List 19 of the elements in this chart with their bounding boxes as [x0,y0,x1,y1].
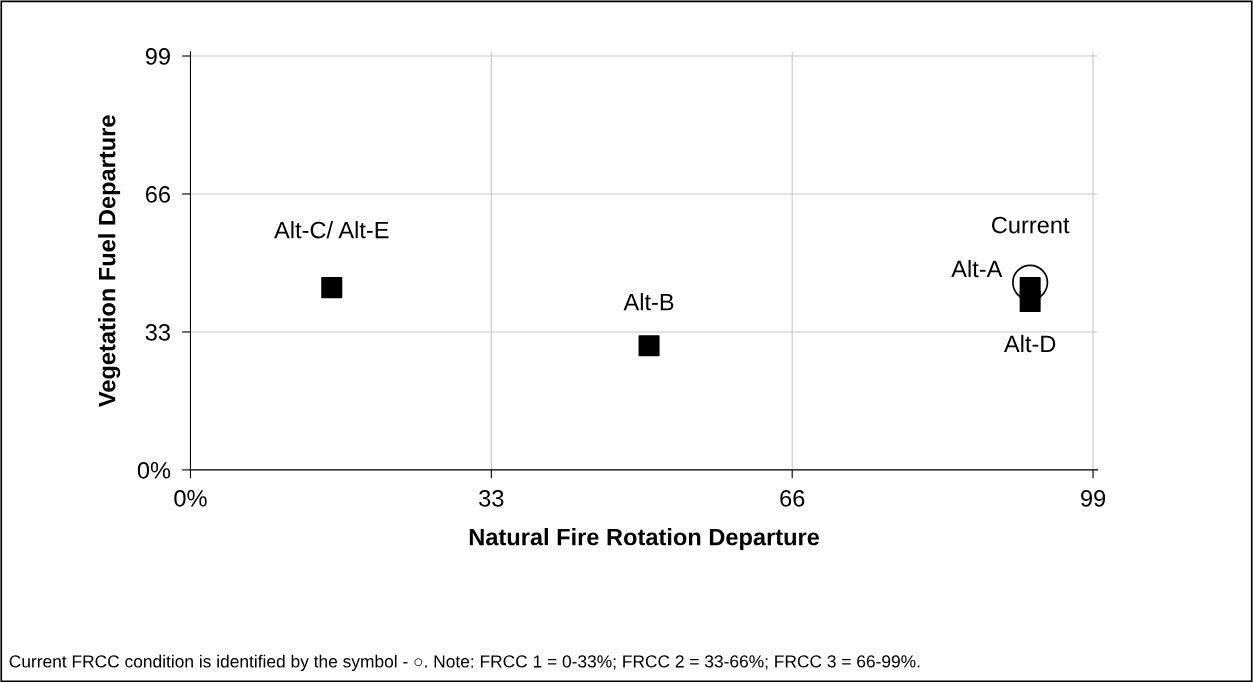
x-tick-label: 0% [174,489,207,507]
annotation: Alt-C/ Alt-E [274,221,389,239]
annotation: Alt-A [951,259,1003,278]
text: Current FRCC condition is identified by the symbol - ○. Note: FRCC 1 = 0-33%; FRCC 2 = 33-66%; FRCC 3 = 66-99%. [9,654,920,671]
x-tick-label: 66 [780,489,805,507]
y-tick-label: 0% [137,461,171,479]
x-tick-label: 99 [1081,489,1106,507]
y-tick-label: 99 [145,48,170,65]
point [321,277,343,299]
y-axis-title: Vegetation Fuel Departure [98,115,121,407]
x-tick-label: 33 [479,489,504,507]
y-tick-label: 66 [145,186,170,203]
annotation: Alt-B [623,293,674,311]
annotation: Current [992,216,1070,234]
annotation: Alt-D [1003,334,1056,353]
y-tick-label: 33 [145,324,170,341]
point [638,335,660,357]
point [1019,290,1041,312]
x-axis-title: Natural Fire Rotation Departure [469,528,820,551]
